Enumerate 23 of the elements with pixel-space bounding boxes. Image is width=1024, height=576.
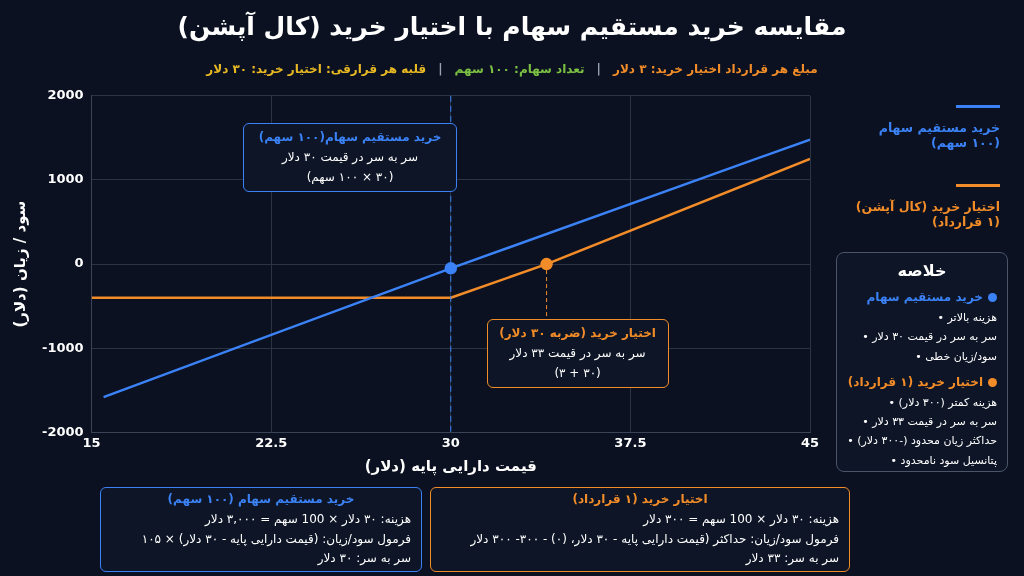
text: اختیار خرید (۱ قرارداد) هزینه کمتر (۳۰۰ دلار) • سر به سر در قیمت ۳۳ دلار • حداکثر زیان محدود (-۳۰۰ دلار) • پتانسیل سود نامحدود •: [847, 373, 997, 467]
annotation: خرید مستقیم سهام(۱۰۰ سهم) سر به سر در قیمت ۳۰ دلار (۳۰ × ۱۰۰ سهم): [257, 129, 443, 186]
y-tick-label: 2000: [47, 87, 84, 103]
text: خرید مستقیم سهام هزینه بالاتر • سر به سر در قیمت ۳۰ دلار • سود/زیان خطی •: [861, 289, 997, 363]
x-tick-label: 37.5: [614, 434, 647, 450]
y-axis-title: سود / زیان (دلار): [10, 200, 29, 328]
x-tick-label: 45: [800, 434, 820, 450]
legend-label: خرید مستقیم سهام (۱۰۰ سهم): [877, 120, 1000, 150]
x-axis-title: قیمت دارایی پایه (دلار): [364, 456, 537, 476]
legend-label: اختیار خرید (کال آپشن) (۱ قرارداد): [854, 199, 1000, 229]
chart-title: مقایسه خرید مستقیم سهام با اختیار خرید (کال آپشن): [176, 12, 848, 41]
y-tick-label: -2000: [42, 423, 84, 439]
annotation: اختیار خرید (ضربه ۳۰ دلار) سر به سر در قیمت ۳۳ دلار (۳۰ + ۳): [498, 325, 657, 382]
text: خلاصه: [896, 260, 948, 282]
y-tick-label: -1000: [42, 339, 84, 355]
text: اختیار خرید (۱ قرارداد) هزینه: ۳۰ دلار × 100 سهم = ۳۰۰ دلار فرمول سود/زیان: حداکثر (قیمت دارایی پایه - ۳۰ دلار، (۰) - ۳۰۰- ۳۰۰ دلار سر به سر: ۳۳ دلار: [469, 491, 839, 568]
x-tick-label: 30: [441, 434, 460, 450]
chart-subtitle: مبلغ هر قرارداد اختیار خرید: ۳ دلار | تعداد سهام: ۱۰۰ سهم | قلبه هر قرارقی: اختیار خرید: ۳۰ دلار: [206, 62, 818, 76]
y-tick-label: 1000: [47, 171, 84, 187]
x-tick-label: 15: [82, 434, 101, 450]
text: خرید مستقیم سهام (۱۰۰ سهم) هزینه: ۳۰ دلار × 100 سهم = ۳,۰۰۰ دلار فرمول سود/زیان: (قیمت دارایی پایه - ۳۰ دلار) × ۱۰۵ سر به سر: ۳۰ دلار: [140, 491, 411, 568]
y-tick-label: 0: [74, 255, 84, 271]
x-tick-label: 22.5: [255, 434, 288, 450]
